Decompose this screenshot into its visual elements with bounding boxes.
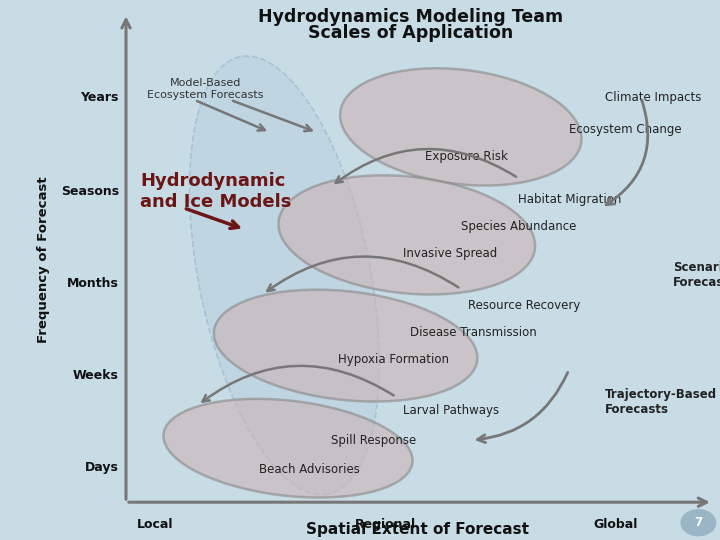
Text: Months: Months [67, 277, 119, 290]
Ellipse shape [279, 176, 535, 294]
Ellipse shape [340, 68, 582, 186]
Text: Seasons: Seasons [60, 185, 119, 198]
Text: Years: Years [81, 91, 119, 104]
Ellipse shape [189, 56, 379, 495]
Text: Disease Transmission: Disease Transmission [410, 326, 537, 339]
Text: Beach Advisories: Beach Advisories [259, 463, 360, 476]
Text: Local: Local [137, 518, 173, 531]
Text: 7: 7 [694, 516, 703, 529]
Text: Hypoxia Formation: Hypoxia Formation [338, 353, 449, 366]
Ellipse shape [214, 289, 477, 402]
Text: Scales of Application: Scales of Application [307, 24, 513, 42]
Text: Weeks: Weeks [73, 369, 119, 382]
Text: Hydrodynamics Modeling Team: Hydrodynamics Modeling Team [258, 8, 563, 26]
Text: Trajectory-Based
Forecasts: Trajectory-Based Forecasts [605, 388, 717, 416]
Text: Exposure Risk: Exposure Risk [425, 150, 508, 163]
Text: Regional: Regional [355, 518, 415, 531]
Text: Species Abundance: Species Abundance [461, 220, 576, 233]
Text: Scenario-Based
Forecasts: Scenario-Based Forecasts [673, 261, 720, 289]
Text: Spatial Extent of Forecast: Spatial Extent of Forecast [306, 522, 529, 537]
Text: Climate Impacts: Climate Impacts [605, 91, 701, 104]
Text: Invasive Spread: Invasive Spread [403, 247, 498, 260]
Text: Days: Days [85, 461, 119, 474]
Text: Resource Recovery: Resource Recovery [468, 299, 580, 312]
Text: Spill Response: Spill Response [331, 434, 416, 447]
Text: Global: Global [593, 518, 638, 531]
Text: Habitat Migration: Habitat Migration [518, 193, 622, 206]
Text: Frequency of Forecast: Frequency of Forecast [37, 176, 50, 342]
Circle shape [681, 510, 716, 536]
Text: Larval Pathways: Larval Pathways [403, 404, 500, 417]
Ellipse shape [163, 399, 413, 497]
Text: Ecosystem Change: Ecosystem Change [569, 123, 681, 136]
Text: Hydrodynamic
and Ice Models: Hydrodynamic and Ice Models [140, 172, 292, 211]
Text: Model-Based
Ecosystem Forecasts: Model-Based Ecosystem Forecasts [147, 78, 264, 100]
